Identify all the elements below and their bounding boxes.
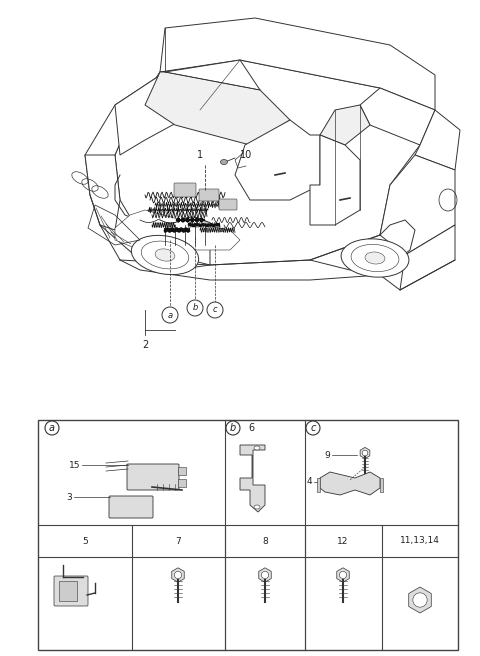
- Polygon shape: [380, 155, 455, 255]
- Ellipse shape: [220, 159, 228, 165]
- Polygon shape: [360, 447, 370, 459]
- Bar: [178, 467, 186, 475]
- Circle shape: [262, 571, 269, 579]
- Circle shape: [226, 421, 240, 435]
- Text: 1: 1: [197, 150, 203, 160]
- Circle shape: [306, 421, 320, 435]
- Bar: [317, 478, 320, 492]
- Circle shape: [362, 450, 368, 456]
- Text: c: c: [310, 423, 316, 433]
- Ellipse shape: [254, 505, 260, 509]
- Bar: [38, 420, 458, 650]
- Circle shape: [207, 302, 223, 318]
- Text: 2: 2: [142, 340, 148, 350]
- Polygon shape: [240, 445, 265, 512]
- Polygon shape: [259, 568, 271, 583]
- Text: b: b: [230, 423, 236, 433]
- FancyBboxPatch shape: [174, 183, 196, 197]
- Text: 3: 3: [66, 493, 72, 501]
- Circle shape: [187, 300, 203, 316]
- Bar: [59, 581, 77, 601]
- Polygon shape: [235, 120, 320, 200]
- Ellipse shape: [132, 236, 199, 275]
- Ellipse shape: [365, 252, 385, 264]
- Text: b: b: [192, 304, 198, 312]
- Polygon shape: [85, 72, 165, 195]
- Text: 6: 6: [248, 423, 254, 433]
- Polygon shape: [145, 72, 290, 145]
- Polygon shape: [115, 210, 240, 250]
- Text: 11,13,14: 11,13,14: [400, 537, 440, 546]
- Circle shape: [339, 571, 347, 579]
- Text: 12: 12: [337, 537, 348, 546]
- Bar: [178, 479, 186, 487]
- Ellipse shape: [254, 446, 260, 450]
- Circle shape: [45, 421, 59, 435]
- FancyBboxPatch shape: [219, 199, 237, 210]
- FancyBboxPatch shape: [54, 576, 88, 606]
- Polygon shape: [115, 60, 260, 155]
- Text: 9: 9: [324, 451, 330, 459]
- Ellipse shape: [155, 249, 175, 261]
- Text: c: c: [213, 306, 217, 314]
- Circle shape: [162, 307, 178, 323]
- Text: 4: 4: [306, 478, 312, 487]
- Polygon shape: [172, 568, 184, 583]
- Text: a: a: [168, 310, 173, 319]
- Text: 7: 7: [175, 537, 181, 546]
- Circle shape: [174, 571, 181, 579]
- Bar: [380, 478, 383, 492]
- FancyBboxPatch shape: [109, 496, 153, 518]
- Polygon shape: [400, 225, 455, 290]
- Polygon shape: [85, 155, 120, 230]
- Polygon shape: [320, 105, 370, 145]
- Ellipse shape: [341, 239, 409, 277]
- Text: a: a: [49, 423, 55, 433]
- Polygon shape: [337, 568, 349, 583]
- Polygon shape: [360, 88, 435, 145]
- Text: 8: 8: [262, 537, 268, 546]
- Polygon shape: [409, 587, 431, 613]
- Text: 15: 15: [69, 461, 80, 470]
- Polygon shape: [160, 18, 435, 110]
- Polygon shape: [320, 472, 380, 495]
- Polygon shape: [310, 135, 360, 225]
- Polygon shape: [415, 110, 460, 170]
- Polygon shape: [115, 60, 420, 265]
- Text: 10: 10: [240, 150, 252, 160]
- FancyBboxPatch shape: [199, 189, 219, 201]
- FancyBboxPatch shape: [127, 464, 179, 490]
- Circle shape: [413, 593, 427, 607]
- Text: 5: 5: [82, 537, 88, 546]
